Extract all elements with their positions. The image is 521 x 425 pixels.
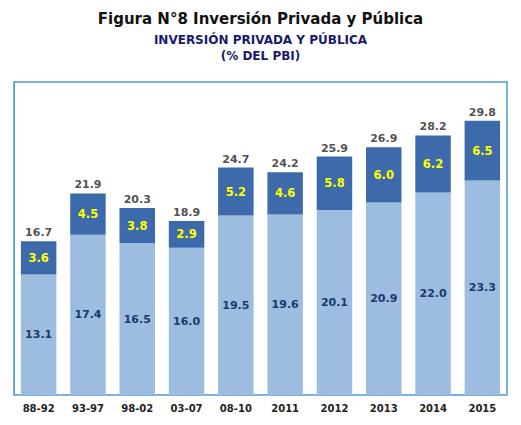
svg-text:6.5: 6.5 [472, 144, 492, 158]
svg-text:2014: 2014 [419, 403, 447, 414]
svg-text:18.9: 18.9 [173, 206, 200, 219]
svg-text:26.9: 26.9 [370, 132, 397, 145]
svg-text:08-10: 08-10 [220, 403, 252, 414]
svg-text:25.9: 25.9 [321, 142, 348, 155]
svg-text:6.0: 6.0 [374, 168, 394, 182]
svg-text:19.6: 19.6 [272, 298, 299, 311]
svg-text:21.9: 21.9 [74, 178, 101, 191]
svg-text:13.1: 13.1 [25, 328, 52, 341]
svg-text:88-92: 88-92 [23, 403, 55, 414]
svg-text:16.5: 16.5 [124, 313, 151, 326]
svg-text:2013: 2013 [370, 403, 398, 414]
svg-text:93-97: 93-97 [72, 403, 104, 414]
svg-text:6.2: 6.2 [423, 157, 443, 171]
svg-text:2011: 2011 [271, 403, 299, 414]
svg-text:20.1: 20.1 [321, 296, 348, 309]
svg-text:03-07: 03-07 [171, 403, 203, 414]
svg-text:22.0: 22.0 [419, 287, 446, 300]
svg-text:24.7: 24.7 [222, 153, 249, 166]
svg-text:16.7: 16.7 [25, 226, 52, 239]
svg-text:2012: 2012 [321, 403, 349, 414]
svg-text:23.3: 23.3 [469, 281, 496, 294]
svg-text:24.2: 24.2 [272, 157, 299, 170]
svg-text:Figura N°8 Inversión Privada y: Figura N°8 Inversión Privada y Pública [98, 10, 423, 28]
svg-text:2015: 2015 [468, 403, 496, 414]
svg-text:16.0: 16.0 [173, 315, 200, 328]
svg-text:20.3: 20.3 [124, 193, 151, 206]
svg-text:20.9: 20.9 [370, 292, 397, 305]
svg-text:(% DEL PBI): (% DEL PBI) [221, 49, 301, 63]
svg-text:17.4: 17.4 [74, 308, 101, 321]
svg-text:3.8: 3.8 [127, 219, 147, 233]
svg-text:4.5: 4.5 [78, 207, 98, 221]
svg-text:29.8: 29.8 [469, 106, 496, 119]
svg-text:98-02: 98-02 [121, 403, 153, 414]
svg-text:3.6: 3.6 [28, 251, 48, 265]
svg-text:19.5: 19.5 [222, 299, 249, 312]
svg-text:5.2: 5.2 [226, 185, 246, 199]
svg-text:2.9: 2.9 [176, 227, 196, 241]
svg-text:28.2: 28.2 [419, 120, 446, 133]
svg-text:4.6: 4.6 [275, 186, 295, 200]
svg-text:INVERSIÓN PRIVADA Y PÚBLICA: INVERSIÓN PRIVADA Y PÚBLICA [154, 32, 368, 47]
svg-text:5.8: 5.8 [324, 176, 344, 190]
